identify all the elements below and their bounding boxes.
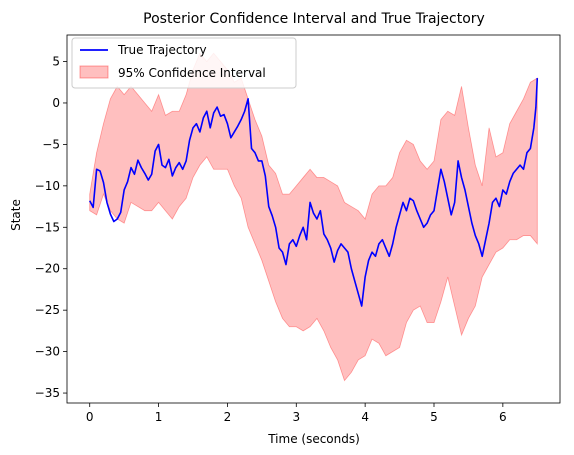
y-axis-label: State [9,199,23,231]
x-tick-label: 6 [499,410,507,424]
plot-frame [66,34,561,404]
trajectory-line-layer [89,78,539,307]
y-tick-label: −20 [35,262,60,276]
y-tick-label: −35 [35,386,60,400]
x-tick-label: 4 [361,410,369,424]
legend-box [71,37,297,89]
true-trajectory-line [89,78,539,307]
x-tick-label: 3 [292,410,300,424]
y-axis-ticks: 5 0 −5 −10 −15 −20 −25 −30 −35 [35,55,67,400]
x-axis-ticks: 0 1 2 3 4 5 6 [86,403,507,424]
y-tick-label: −5 [42,137,60,151]
y-tick-label: 5 [52,55,60,69]
y-tick-label: 0 [52,96,60,110]
legend-label-confidence-interval: 95% Confidence Interval [118,66,266,80]
chart-title: Posterior Confidence Interval and True T… [143,11,485,27]
y-tick-label: −25 [35,303,60,317]
y-tick-label: −15 [35,220,60,234]
x-tick-label: 2 [224,410,232,424]
y-tick-label: −30 [35,345,60,359]
x-axis-label: Time (seconds) [267,432,360,446]
x-tick-label: 1 [155,410,163,424]
y-tick-label: −10 [35,179,60,193]
legend: True Trajectory 95% Confidence Interval [71,37,297,89]
x-tick-label: 0 [86,410,94,424]
legend-band-swatch [79,65,109,79]
legend-label-true-trajectory: True Trajectory [117,43,207,57]
x-tick-label: 5 [430,410,438,424]
